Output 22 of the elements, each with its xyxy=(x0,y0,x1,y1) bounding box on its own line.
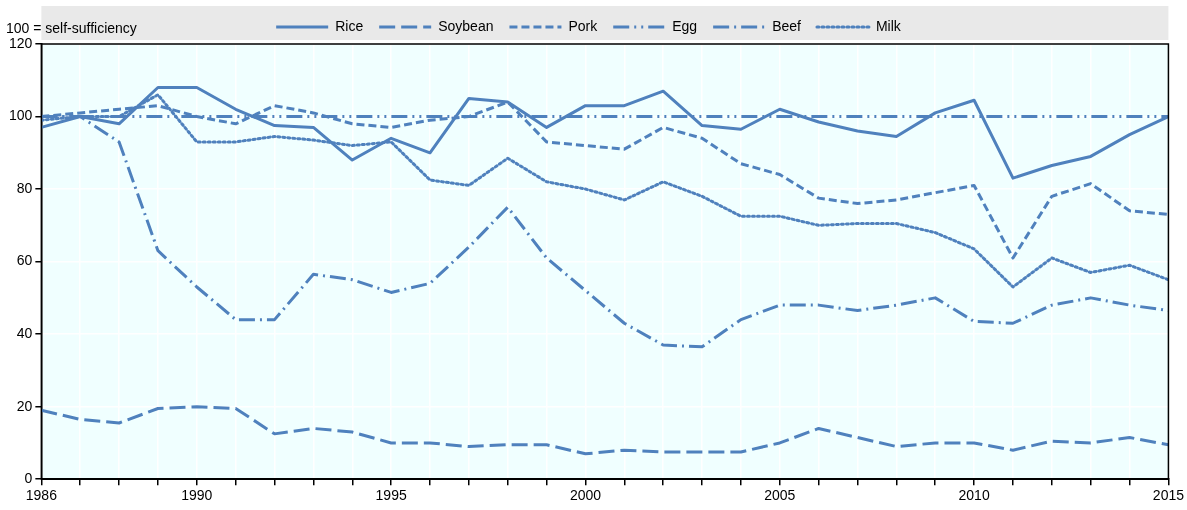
y-tick-label: 20 xyxy=(16,397,33,414)
x-tick-label: 2015 xyxy=(1152,487,1185,504)
x-tick-label: 1986 xyxy=(25,487,58,504)
y-tick-label: 40 xyxy=(16,324,33,341)
x-tick-label: 2005 xyxy=(764,487,796,504)
legend-label: Egg xyxy=(672,17,698,34)
y-tick-label: 100 xyxy=(9,107,33,124)
legend-label: Beef xyxy=(772,17,802,34)
x-tick-label: 1995 xyxy=(375,487,407,504)
y-tick-label: 0 xyxy=(24,470,33,487)
line-series xyxy=(41,405,1169,456)
y-tick-label: 120 xyxy=(9,34,33,51)
y-tick-label: 60 xyxy=(16,252,33,269)
legend-label: Soybean xyxy=(438,17,494,34)
legend-label: Pork xyxy=(568,17,599,34)
x-tick-label: 1990 xyxy=(181,487,213,504)
y-axis-title: 100 = self-sufficiency xyxy=(6,19,137,36)
x-tick-label: 2010 xyxy=(958,487,990,504)
x-tick-label: 2000 xyxy=(569,487,602,504)
legend-label: Milk xyxy=(875,17,902,34)
y-tick-label: 80 xyxy=(16,179,33,196)
legend-label: Rice xyxy=(335,17,364,34)
